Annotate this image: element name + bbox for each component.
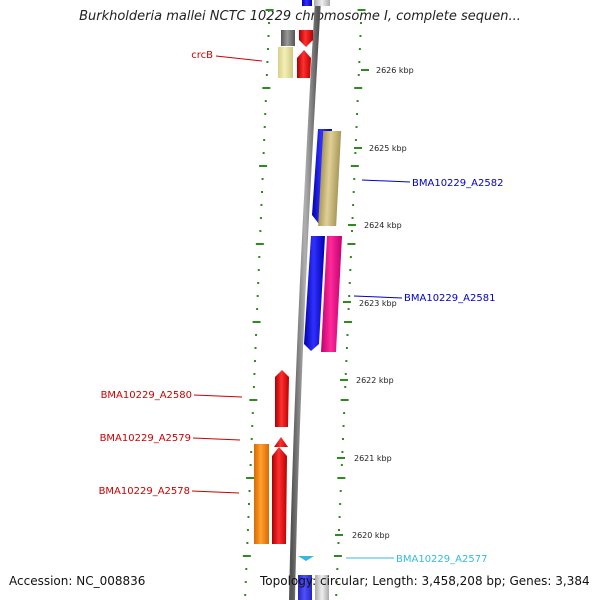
scale-tick-label: 2620 kbp xyxy=(352,531,390,540)
gene-block-pink xyxy=(321,236,342,352)
map-title: Burkholderia mallei NCTC 10229 chromosom… xyxy=(79,9,521,24)
gene-block-orange xyxy=(254,444,269,544)
BMA10229_A2582-label: BMA10229_A2582 xyxy=(412,178,503,189)
BMA10229_A2580-gene-arrow xyxy=(275,370,289,427)
scale-tick-label: 2626 kbp xyxy=(376,66,414,75)
BMA10229_A2581-gene-arrow xyxy=(304,236,325,351)
BMA10229_A2582-leader xyxy=(361,179,411,183)
gene-block-bottom-silver xyxy=(315,575,329,600)
right-dotted-track xyxy=(333,9,366,596)
gene-block-top-silver xyxy=(314,0,330,6)
gene-arrow-red-top xyxy=(299,30,313,47)
gene-block-bottom-blue xyxy=(298,575,312,600)
BMA10229_A2579-gene-arrow xyxy=(274,437,288,447)
crcB-label: crcB xyxy=(191,50,213,61)
BMA10229_A2580-label: BMA10229_A2580 xyxy=(101,390,192,401)
BMA10229_A2578-gene-arrow xyxy=(272,447,287,544)
crcB-gene-arrow xyxy=(297,50,311,78)
gene-block-top-blue xyxy=(302,0,312,6)
chromosome-backbone xyxy=(289,0,321,600)
BMA10229_A2580-leader xyxy=(193,394,243,398)
scale-tick-label: 2622 kbp xyxy=(356,376,394,385)
scale-tick-label: 2624 kbp xyxy=(364,221,402,230)
BMA10229_A2581-label: BMA10229_A2581 xyxy=(404,293,495,304)
BMA10229_A2577-marker xyxy=(298,556,314,561)
BMA10229_A2579-label: BMA10229_A2579 xyxy=(100,433,191,444)
scale-tick-label: 2623 kbp xyxy=(359,299,397,308)
gene-block-grey-top xyxy=(281,30,295,46)
accession-text: Accession: NC_008836 xyxy=(9,574,146,588)
left-dotted-track xyxy=(242,9,274,596)
BMA10229_A2578-label: BMA10229_A2578 xyxy=(99,486,190,497)
BMA10229_A2578-leader xyxy=(191,490,240,494)
gene-block-khaki xyxy=(318,131,342,226)
BMA10229_A2579-leader xyxy=(192,437,241,441)
scale-tick-label: 2621 kbp xyxy=(354,454,392,463)
BMA10229_A2581-leader xyxy=(353,295,403,299)
topology-summary: Topology: circular; Length: 3,458,208 bp… xyxy=(260,574,590,588)
BMA10229_A2577-label: BMA10229_A2577 xyxy=(396,554,487,565)
gene-block-pale xyxy=(278,47,293,78)
crcB-leader xyxy=(215,55,263,62)
scale-tick-label: 2625 kbp xyxy=(369,144,407,153)
